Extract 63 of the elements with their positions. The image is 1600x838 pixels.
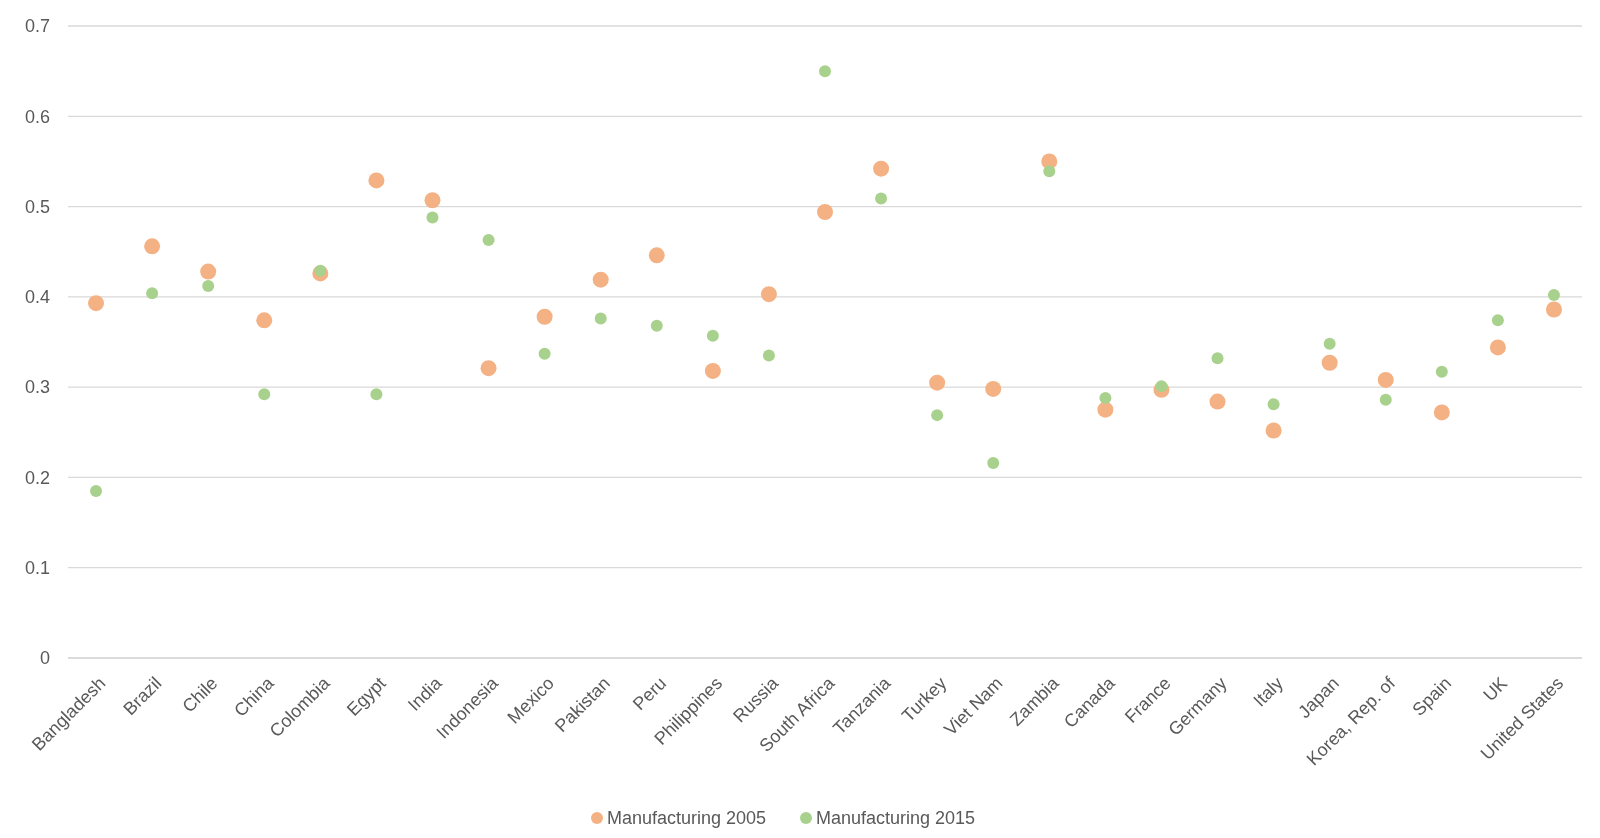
point xyxy=(1209,393,1226,410)
point xyxy=(314,264,327,277)
legend-label: Manufacturing 2015 xyxy=(816,808,976,829)
point xyxy=(1545,301,1562,318)
point xyxy=(258,388,271,401)
point xyxy=(480,360,497,377)
point xyxy=(370,388,383,401)
legend-label: Manufacturing 2005 xyxy=(607,808,767,829)
point xyxy=(1099,391,1112,404)
point xyxy=(1435,365,1448,378)
y-tick-label: 0.5 xyxy=(24,196,50,217)
point xyxy=(482,233,495,246)
point xyxy=(875,192,888,205)
y-tick-label: 0.4 xyxy=(24,287,50,308)
point xyxy=(648,247,665,264)
point xyxy=(1321,354,1338,371)
point xyxy=(650,319,663,332)
point xyxy=(592,271,609,288)
point xyxy=(1491,314,1504,327)
y-tick-label: 0.7 xyxy=(24,16,50,37)
point xyxy=(200,263,217,280)
point xyxy=(929,374,946,391)
point xyxy=(1097,401,1114,418)
point xyxy=(706,329,719,342)
point xyxy=(1265,422,1282,439)
x-tick-label: UK xyxy=(1479,673,1512,705)
point xyxy=(424,192,441,209)
point xyxy=(536,308,553,325)
point xyxy=(760,286,777,303)
y-tick-label: 0.2 xyxy=(24,467,50,488)
x-tick-label: Italy xyxy=(1249,673,1287,711)
point xyxy=(538,347,551,360)
point xyxy=(426,211,439,224)
point xyxy=(1433,404,1450,421)
point xyxy=(1267,398,1280,411)
point xyxy=(1547,289,1560,302)
point xyxy=(1489,339,1506,356)
point xyxy=(817,203,833,220)
point xyxy=(1379,393,1392,406)
point xyxy=(819,65,831,78)
point xyxy=(256,312,273,329)
point xyxy=(146,287,159,300)
point xyxy=(931,409,944,422)
point xyxy=(1323,337,1336,350)
point xyxy=(762,349,775,362)
point xyxy=(202,280,215,293)
point xyxy=(704,362,721,379)
y-tick-label: 0.3 xyxy=(24,377,50,398)
point xyxy=(1211,352,1224,365)
y-tick-label: 0 xyxy=(39,648,50,669)
point xyxy=(594,312,607,325)
point xyxy=(1043,165,1056,178)
point xyxy=(985,380,1002,397)
point xyxy=(368,172,385,189)
point xyxy=(90,484,103,497)
y-tick-label: 0.1 xyxy=(24,558,50,579)
point xyxy=(1155,380,1168,393)
point xyxy=(873,160,890,177)
point xyxy=(1377,371,1394,388)
point xyxy=(88,295,105,312)
point xyxy=(987,456,1000,469)
point xyxy=(144,238,161,255)
y-tick-label: 0.6 xyxy=(24,106,50,127)
